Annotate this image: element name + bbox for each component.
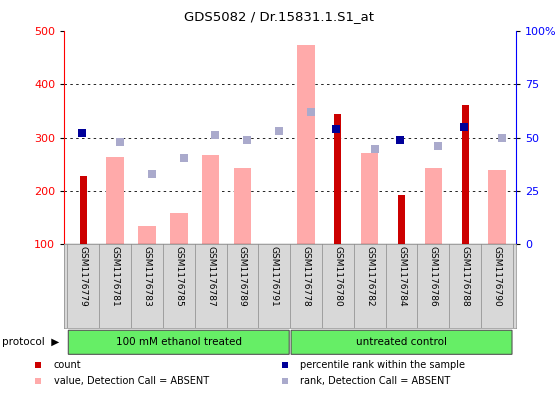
Bar xyxy=(80,176,87,244)
Text: GSM1176780: GSM1176780 xyxy=(333,246,343,307)
FancyBboxPatch shape xyxy=(291,330,512,354)
Text: 100 mM ethanol treated: 100 mM ethanol treated xyxy=(116,337,242,347)
Bar xyxy=(202,154,219,244)
Text: protocol  ▶: protocol ▶ xyxy=(2,337,59,347)
Text: GSM1176785: GSM1176785 xyxy=(174,246,183,307)
Text: GSM1176783: GSM1176783 xyxy=(142,246,151,307)
Bar xyxy=(398,195,405,244)
Text: GSM1176787: GSM1176787 xyxy=(206,246,215,307)
Text: GSM1176789: GSM1176789 xyxy=(238,246,247,307)
Text: GSM1176781: GSM1176781 xyxy=(110,246,119,307)
Text: GSM1176790: GSM1176790 xyxy=(493,246,502,307)
Text: GSM1176779: GSM1176779 xyxy=(79,246,88,307)
Text: value, Detection Call = ABSENT: value, Detection Call = ABSENT xyxy=(54,376,209,386)
Bar xyxy=(425,168,442,244)
Text: GSM1176786: GSM1176786 xyxy=(429,246,438,307)
Bar xyxy=(488,170,506,244)
Bar xyxy=(138,226,156,244)
Text: GSM1176782: GSM1176782 xyxy=(365,246,374,307)
Bar xyxy=(361,153,378,244)
Text: untreated control: untreated control xyxy=(356,337,447,347)
Bar xyxy=(297,45,315,244)
Text: GDS5082 / Dr.15831.1.S1_at: GDS5082 / Dr.15831.1.S1_at xyxy=(184,10,374,23)
Bar xyxy=(107,157,124,244)
Text: GSM1176778: GSM1176778 xyxy=(301,246,311,307)
Bar xyxy=(234,168,251,244)
Text: count: count xyxy=(54,360,81,371)
Text: GSM1176788: GSM1176788 xyxy=(461,246,470,307)
Bar xyxy=(461,105,469,244)
Bar xyxy=(334,114,341,244)
Text: GSM1176791: GSM1176791 xyxy=(270,246,279,307)
Text: rank, Detection Call = ABSENT: rank, Detection Call = ABSENT xyxy=(300,376,450,386)
FancyBboxPatch shape xyxy=(68,330,289,354)
Bar xyxy=(170,213,187,244)
Text: GSM1176784: GSM1176784 xyxy=(397,246,406,307)
Text: percentile rank within the sample: percentile rank within the sample xyxy=(300,360,465,371)
